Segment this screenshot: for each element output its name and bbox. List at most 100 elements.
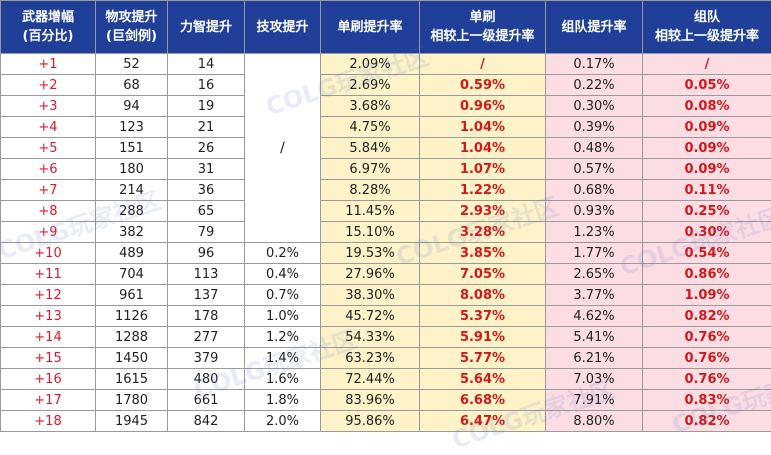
level-cell: +18 <box>1 411 96 432</box>
physical-atk-cell: 1288 <box>96 327 168 348</box>
solo-delta-cell: 7.05% <box>420 264 546 285</box>
team-rate-cell: 0.68% <box>546 180 643 201</box>
physical-atk-cell: 1780 <box>96 390 168 411</box>
team-delta-cell: 0.08% <box>643 96 771 117</box>
team-rate-cell: 7.03% <box>546 369 643 390</box>
header-solo-rate: 单刷提升率 <box>321 1 420 54</box>
str-int-cell: 26 <box>168 138 245 159</box>
skill-atk-cell: 1.6% <box>245 369 321 390</box>
solo-delta-cell: 6.47% <box>420 411 546 432</box>
skill-atk-cell: 0.7% <box>245 285 321 306</box>
solo-delta-cell: 5.37% <box>420 306 546 327</box>
level-cell: +15 <box>1 348 96 369</box>
level-cell: +14 <box>1 327 96 348</box>
skill-atk-cell: 1.4% <box>245 348 321 369</box>
level-cell: +3 <box>1 96 96 117</box>
level-cell: +5 <box>1 138 96 159</box>
team-rate-cell: 2.65% <box>546 264 643 285</box>
physical-atk-cell: 52 <box>96 54 168 75</box>
str-int-cell: 14 <box>168 54 245 75</box>
team-delta-cell: 0.76% <box>643 327 771 348</box>
level-cell: +12 <box>1 285 96 306</box>
team-delta-cell: 0.82% <box>643 306 771 327</box>
solo-rate-cell: 8.28% <box>321 180 420 201</box>
str-int-cell: 842 <box>168 411 245 432</box>
team-rate-cell: 6.21% <box>546 348 643 369</box>
physical-atk-cell: 1126 <box>96 306 168 327</box>
str-int-cell: 65 <box>168 201 245 222</box>
header-row: 武器增幅(百分比) 物攻提升(巨剑例) 力智提升 技攻提升 单刷提升率 单刷相较… <box>1 1 771 54</box>
physical-atk-cell: 1450 <box>96 348 168 369</box>
team-rate-cell: 5.41% <box>546 327 643 348</box>
team-delta-cell: 0.25% <box>643 201 771 222</box>
header-physical-atk: 物攻提升(巨剑例) <box>96 1 168 54</box>
solo-rate-cell: 54.33% <box>321 327 420 348</box>
solo-rate-cell: 19.53% <box>321 243 420 264</box>
team-delta-cell: 0.09% <box>643 159 771 180</box>
solo-delta-cell: 6.68% <box>420 390 546 411</box>
solo-delta-cell: 1.07% <box>420 159 546 180</box>
solo-rate-cell: 27.96% <box>321 264 420 285</box>
physical-atk-cell: 214 <box>96 180 168 201</box>
solo-delta-cell: / <box>420 54 546 75</box>
level-cell: +9 <box>1 222 96 243</box>
skill-atk-cell: 2.0% <box>245 411 321 432</box>
team-rate-cell: 0.93% <box>546 201 643 222</box>
team-rate-cell: 0.57% <box>546 159 643 180</box>
solo-delta-cell: 5.77% <box>420 348 546 369</box>
physical-atk-cell: 288 <box>96 201 168 222</box>
str-int-cell: 379 <box>168 348 245 369</box>
solo-rate-cell: 2.09% <box>321 54 420 75</box>
team-delta-cell: 0.82% <box>643 411 771 432</box>
str-int-cell: 178 <box>168 306 245 327</box>
solo-rate-cell: 15.10% <box>321 222 420 243</box>
solo-delta-cell: 0.96% <box>420 96 546 117</box>
physical-atk-cell: 151 <box>96 138 168 159</box>
solo-delta-cell: 8.08% <box>420 285 546 306</box>
team-delta-cell: 0.09% <box>643 138 771 159</box>
team-delta-cell: 0.09% <box>643 117 771 138</box>
solo-delta-cell: 3.28% <box>420 222 546 243</box>
team-delta-cell: 0.30% <box>643 222 771 243</box>
team-delta-cell: 0.83% <box>643 390 771 411</box>
team-rate-cell: 0.30% <box>546 96 643 117</box>
team-delta-cell: 0.11% <box>643 180 771 201</box>
skill-atk-cell: 0.4% <box>245 264 321 285</box>
upgrade-table: 武器增幅(百分比) 物攻提升(巨剑例) 力智提升 技攻提升 单刷提升率 单刷相较… <box>0 0 771 432</box>
physical-atk-cell: 94 <box>96 96 168 117</box>
solo-rate-cell: 4.75% <box>321 117 420 138</box>
str-int-cell: 16 <box>168 75 245 96</box>
physical-atk-cell: 1945 <box>96 411 168 432</box>
level-cell: +17 <box>1 390 96 411</box>
team-rate-cell: 7.91% <box>546 390 643 411</box>
solo-rate-cell: 5.84% <box>321 138 420 159</box>
team-rate-cell: 0.17% <box>546 54 643 75</box>
header-team-delta: 组队相较上一级提升率 <box>643 1 771 54</box>
solo-rate-cell: 6.97% <box>321 159 420 180</box>
header-solo-delta: 单刷相较上一级提升率 <box>420 1 546 54</box>
header-str-int: 力智提升 <box>168 1 245 54</box>
level-cell: +2 <box>1 75 96 96</box>
team-rate-cell: 1.23% <box>546 222 643 243</box>
level-cell: +13 <box>1 306 96 327</box>
team-rate-cell: 1.77% <box>546 243 643 264</box>
solo-rate-cell: 45.72% <box>321 306 420 327</box>
team-rate-cell: 0.22% <box>546 75 643 96</box>
str-int-cell: 661 <box>168 390 245 411</box>
level-cell: +1 <box>1 54 96 75</box>
skill-atk-cell: 1.2% <box>245 327 321 348</box>
solo-rate-cell: 3.68% <box>321 96 420 117</box>
team-delta-cell: / <box>643 54 771 75</box>
physical-atk-cell: 489 <box>96 243 168 264</box>
str-int-cell: 79 <box>168 222 245 243</box>
